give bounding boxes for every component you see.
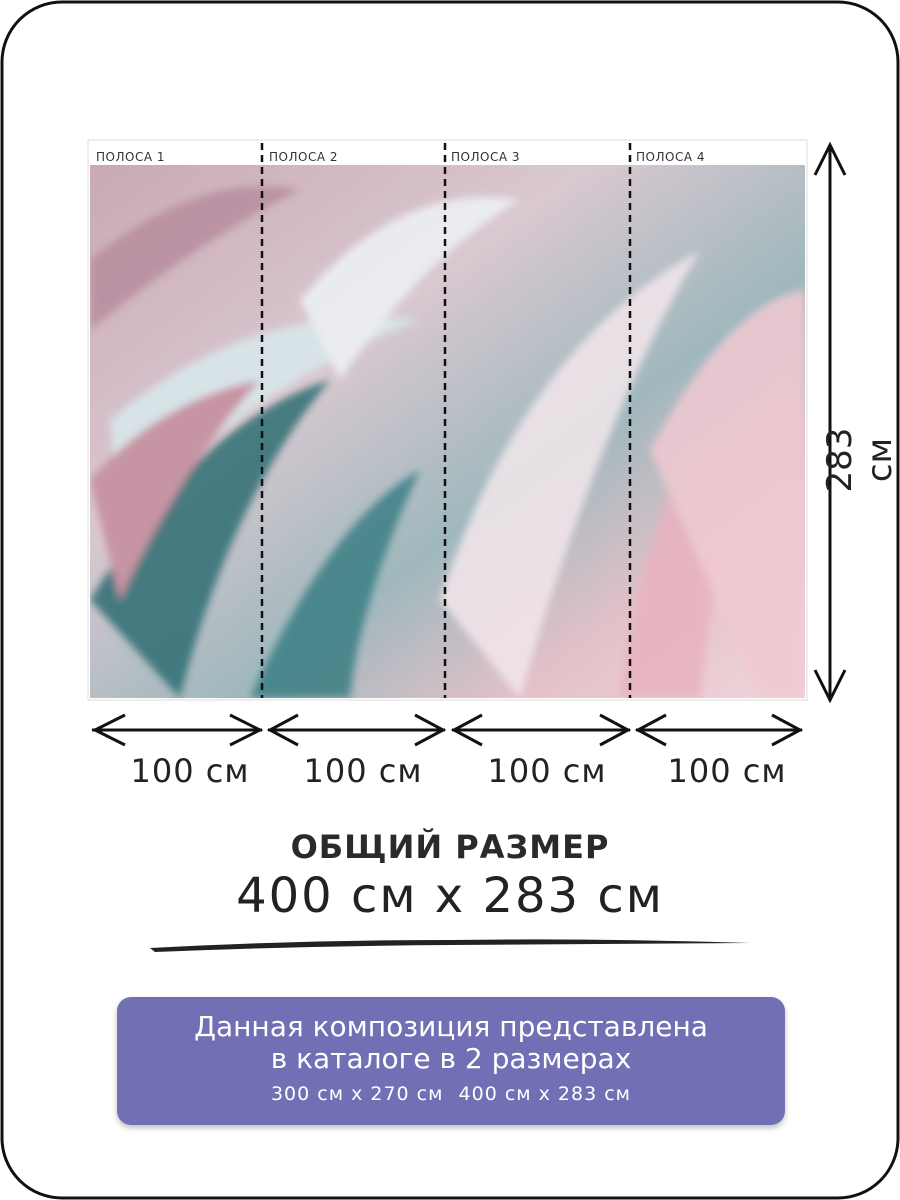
dividers — [260, 143, 632, 698]
feathers — [90, 165, 805, 698]
banner-line: в каталоге в 2 размерах — [270, 1042, 632, 1075]
size-option: 400 см x 283 см — [458, 1083, 632, 1105]
banner-sizes: 300 см x 270 см 400 см x 283 см — [117, 1083, 785, 1105]
strip-width: 100 см — [487, 752, 607, 790]
height-label: 283 см — [820, 427, 900, 493]
strip-label: ПОЛОСА 2 — [269, 150, 338, 164]
total-size: 400 см x 283 см — [236, 868, 664, 924]
strip-width: 100 см — [130, 752, 250, 790]
banner: Данная композиция представлена в каталог… — [117, 997, 785, 1125]
banner-line: Данная композиция представлена — [194, 1010, 708, 1043]
strip-label: ПОЛОСА 1 — [96, 150, 165, 164]
size-option: 300 см x 270 см — [270, 1083, 444, 1105]
strip-label: ПОЛОСА 3 — [451, 150, 520, 164]
strip-width: 100 см — [303, 752, 423, 790]
strip-width: 100 см — [667, 752, 787, 790]
label-strip — [90, 143, 805, 165]
total-title: ОБЩИЙ РАЗМЕР — [290, 828, 610, 866]
dimension-arrows — [91, 141, 847, 747]
brush-stroke — [150, 939, 750, 952]
strip-label: ПОЛОСА 4 — [636, 150, 705, 164]
